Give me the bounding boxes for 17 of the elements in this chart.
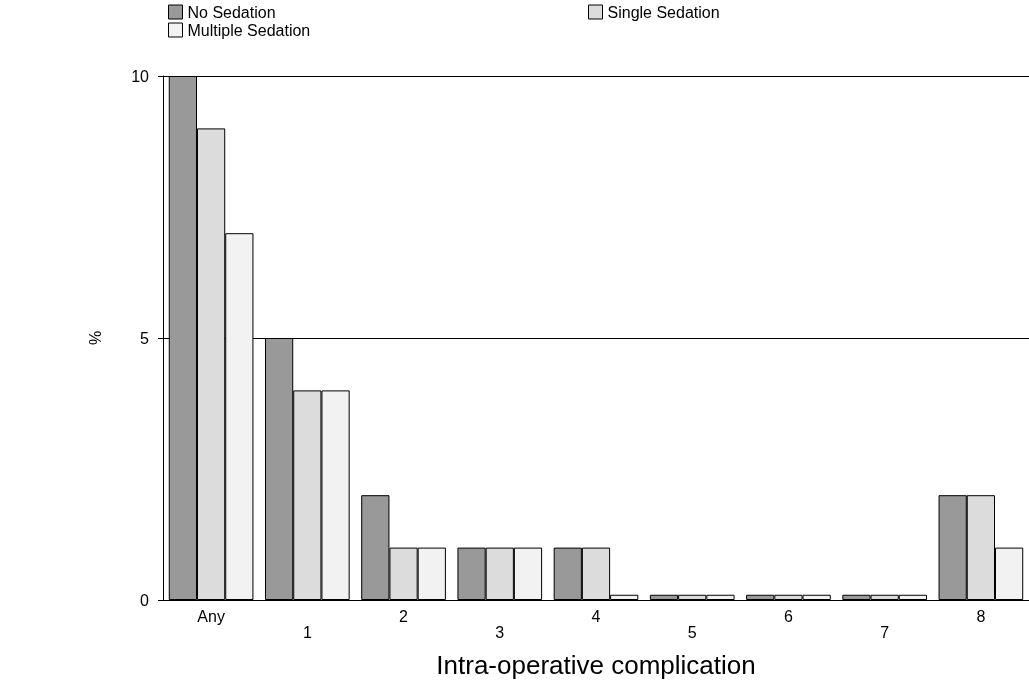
x-tick-label: 5	[687, 623, 697, 641]
legend-label: No Sedation	[187, 3, 276, 21]
x-tick-label: 8	[976, 607, 986, 625]
y-axis-title: %	[86, 330, 104, 346]
x-tick-label: 3	[495, 623, 505, 641]
x-tick-label: Any	[197, 607, 225, 625]
x-axis-title: Intra-operative complication	[436, 650, 756, 680]
y-tick-label: 10	[131, 67, 150, 85]
x-tick-label: 1	[302, 623, 312, 641]
x-tick-label: 7	[880, 623, 890, 641]
x-tick-label: 6	[783, 607, 793, 625]
y-tick-label: 0	[140, 591, 150, 609]
legend-label: Multiple Sedation	[187, 21, 311, 39]
x-tick-label: 4	[591, 607, 601, 625]
legend-label: Single Sedation	[607, 3, 720, 21]
x-tick-label: 2	[399, 607, 409, 625]
y-tick-label: 5	[140, 329, 150, 347]
